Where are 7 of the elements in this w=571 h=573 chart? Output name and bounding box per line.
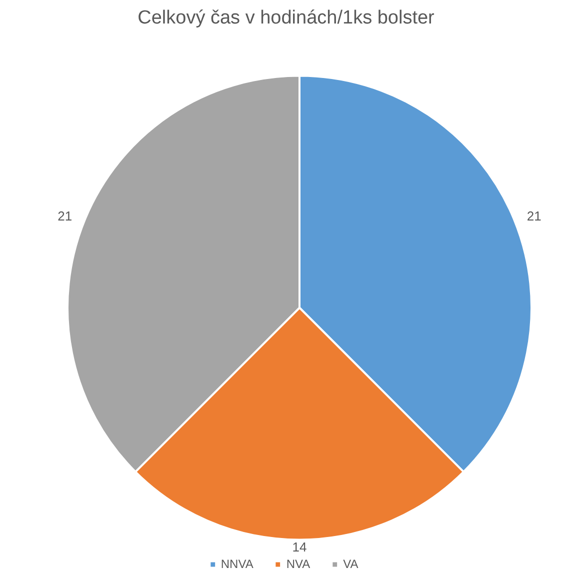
data-label: 21 <box>526 208 542 224</box>
legend-label: VA <box>343 557 360 571</box>
chart-title: Celkový čas v hodinách/1ks bolster <box>138 8 436 28</box>
legend-label: NVA <box>286 557 310 571</box>
data-label: 21 <box>58 208 72 224</box>
legend-label: NNVA <box>220 557 254 571</box>
data-label: 14 <box>292 540 307 555</box>
